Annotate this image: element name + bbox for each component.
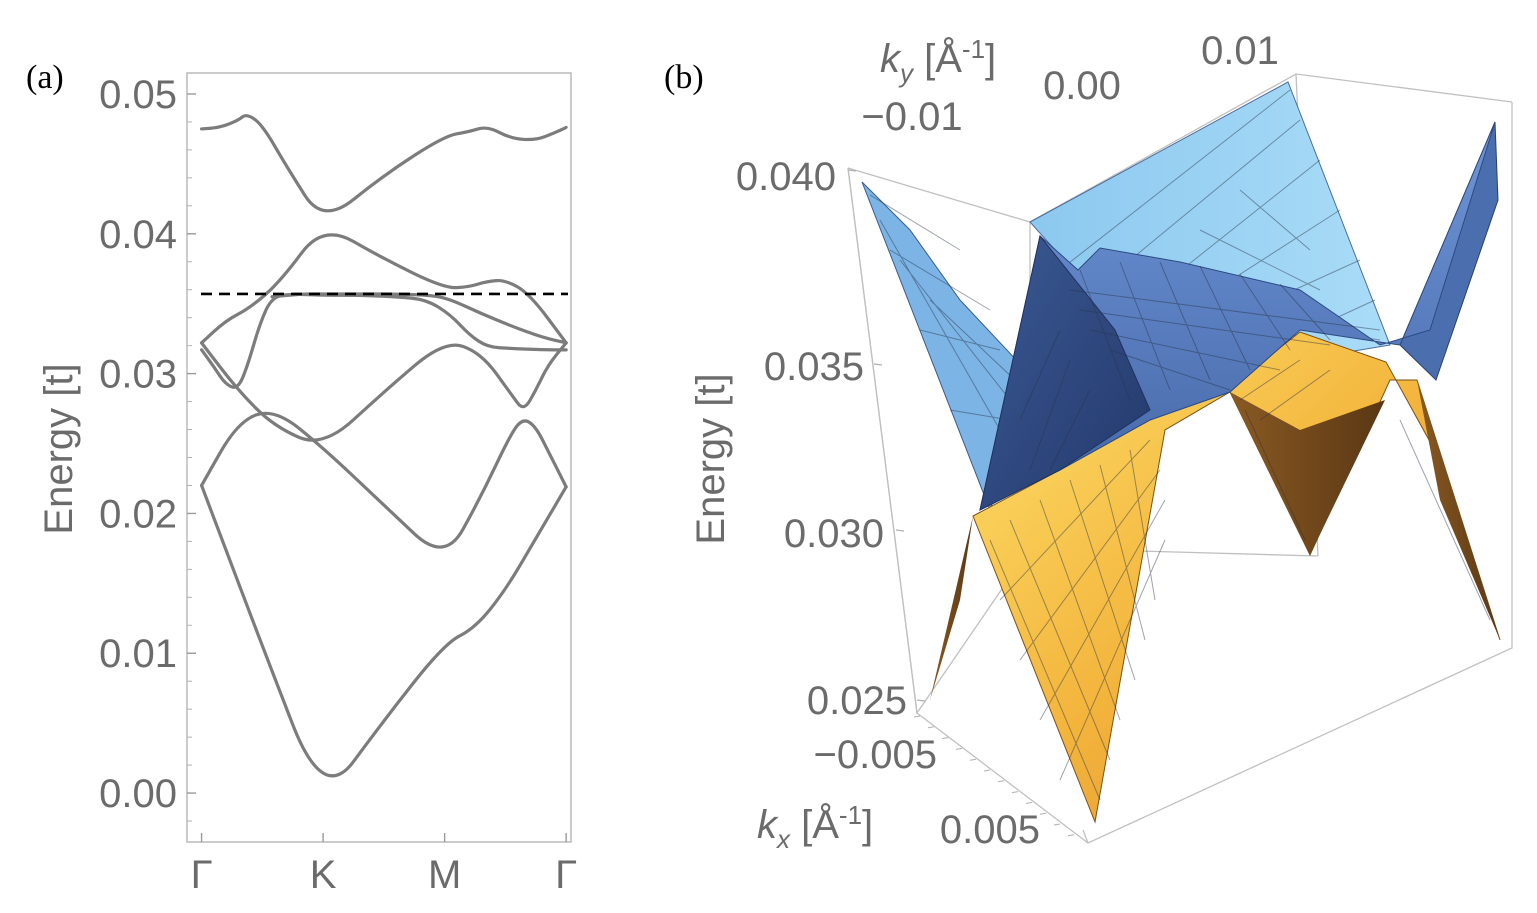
panel-b-ky-axis: ky [Å-1] −0.01 0.00 0.01 [861,29,1279,139]
y-tick-label: 0.00 [99,772,177,816]
y-tick-label: 0.03 [99,353,177,397]
band-5-line [199,114,568,213]
panel-a-series [199,114,568,778]
panel-a-y-ticks: 0.00 0.01 0.02 0.03 0.04 0.05 [99,73,196,822]
z-tick-label: 0.030 [784,512,884,556]
ky-axis-superscript: -1 [962,34,985,64]
kx-tick-label: −0.005 [814,733,937,777]
orange-band-line [199,292,568,389]
panel-b-z-ticks: 0.025 0.030 0.035 0.040 [736,155,926,723]
ky-axis-subscript: y [898,58,915,88]
z-tick [895,529,905,532]
box-front-edges [847,102,1513,844]
kx-minor-tick [955,747,963,750]
panel-b: (b) [664,29,1513,854]
kx-minor-tick [983,769,991,772]
kx-minor-tick [969,758,977,761]
x-tick-label: K [310,853,337,897]
x-tick-label: Γ [555,853,577,897]
z-tick-label: 0.025 [807,679,907,723]
ky-axis-title: ky [Å-1] [880,34,996,88]
z-tick [847,169,857,172]
kx-minor-tick [1067,834,1075,837]
z-tick-label: 0.040 [736,155,836,199]
lower-band-surface [930,331,1501,824]
y-tick-label: 0.04 [99,213,177,257]
kx-minor-tick [1053,823,1061,826]
ky-axis-symbol: k [880,37,902,81]
x-tick-label: Γ [191,853,213,897]
y-tick-label: 0.01 [99,632,177,676]
y-tick-label: 0.05 [99,73,177,117]
kx-minor-tick [1011,791,1019,794]
band-4-line [199,233,568,345]
panel-a-label: (a) [26,59,64,96]
kx-minor-tick [1039,812,1047,815]
ky-tick-label: 0.00 [1043,64,1121,108]
kx-axis-title: kx [Å-1] [757,800,873,854]
ky-ticks: −0.01 0.00 0.01 [861,29,1279,139]
kx-axis-subscript: x [775,824,791,854]
kx-axis-superscript: -1 [839,800,862,830]
z-tick [873,363,883,366]
kx-axis-close: ] [862,803,873,847]
kx-minor-tick [913,715,921,718]
panel-b-z-axis-title: Energy [t] [689,373,733,544]
z-tick [916,699,926,702]
kx-axis-symbol: k [757,803,779,847]
kx-minor-tick [997,780,1005,783]
kx-minor-tick [1025,801,1033,804]
kx-axis-unit: [Å [790,802,839,847]
band-2-line [199,411,568,549]
panel-a-y-axis-title: Energy [t] [37,363,81,534]
ky-tick-label: −0.01 [861,95,962,139]
blue-band-line [270,292,568,345]
panel-a: (a) 0.00 0.01 0.02 0.03 0.04 0.05 Γ K M Γ Energy… [26,59,577,897]
panel-b-label: (b) [664,59,704,96]
kx-minor-tick [927,726,935,729]
kx-minor-tick [941,737,949,740]
ky-tick-label: 0.01 [1201,29,1279,73]
kx-tick-label: 0.005 [940,808,1040,852]
y-tick-label: 0.02 [99,492,177,536]
upper-band-surface [979,121,1496,511]
z-tick-label: 0.035 [764,345,864,389]
ky-axis-unit: [Å [913,36,962,81]
band-1-line [199,483,568,778]
band-3-line [199,341,568,442]
ky-axis-close: ] [985,37,996,81]
x-tick-label: M [428,853,461,897]
